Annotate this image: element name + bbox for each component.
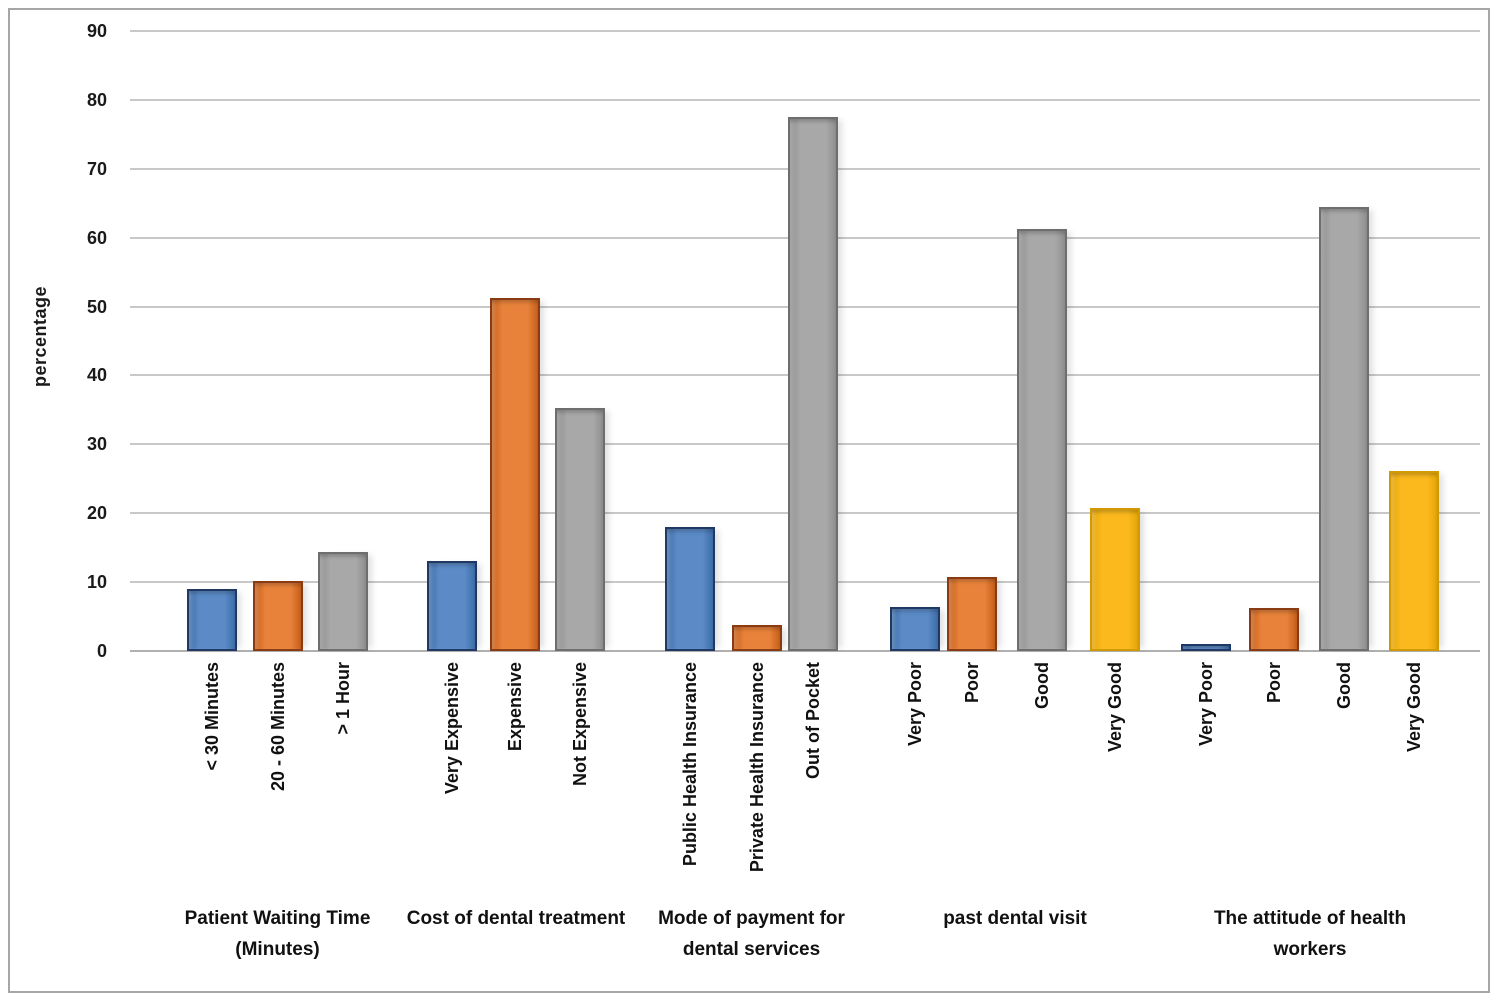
bar-good bbox=[1017, 228, 1067, 651]
y-tick-label-0: 0 bbox=[96, 641, 107, 661]
y-tick-label-20: 20 bbox=[86, 503, 107, 524]
group-label-3: Mode of payment for dental services bbox=[658, 908, 845, 961]
x-label--30-minutes: < 30 Minutes bbox=[202, 662, 222, 771]
x-label-poor: Poor bbox=[962, 662, 982, 704]
bar-very-poor bbox=[890, 606, 940, 651]
y-tick-label-30: 30 bbox=[86, 434, 107, 455]
bar-very-good bbox=[1090, 508, 1140, 651]
bar-expensive bbox=[490, 298, 540, 651]
bar--30-minutes bbox=[187, 589, 237, 651]
x-label-good: Good bbox=[1032, 662, 1052, 709]
bar-good bbox=[1319, 206, 1369, 651]
bar--1-hour bbox=[318, 552, 368, 651]
y-tick-label-90: 90 bbox=[86, 21, 107, 41]
gridline-0 bbox=[130, 650, 1480, 652]
y-tick-label-40: 40 bbox=[86, 365, 107, 386]
bar-very-poor bbox=[1181, 644, 1231, 651]
group-label-5: The attitude of health workers bbox=[1213, 908, 1407, 961]
x-label-good: Good bbox=[1334, 662, 1354, 709]
bar-poor bbox=[1249, 607, 1299, 651]
x-label-very-expensive: Very Expensive bbox=[442, 662, 462, 795]
bar-private-health-insurance bbox=[732, 624, 782, 651]
bar-public-health-insurance bbox=[665, 527, 715, 651]
group-label-2: Cost of dental treatment bbox=[406, 908, 626, 929]
x-label-very-poor: Very Poor bbox=[905, 662, 925, 747]
x-label-private-health-insurance: Private Health Insurance bbox=[747, 662, 767, 873]
group-label-4: past dental visit bbox=[943, 908, 1087, 929]
y-tick-label-10: 10 bbox=[86, 572, 107, 593]
x-label-very-poor: Very Poor bbox=[1196, 662, 1216, 747]
group-label-1: Patient Waiting Time (Minutes) bbox=[184, 908, 371, 961]
x-label-poor: Poor bbox=[1264, 662, 1284, 704]
x-label-20-60-minutes: 20 - 60 Minutes bbox=[268, 662, 288, 792]
x-label-very-good: Very Good bbox=[1105, 662, 1125, 753]
y-tick-label-70: 70 bbox=[86, 158, 107, 179]
gridline-80 bbox=[130, 98, 1480, 101]
y-tick-label-50: 50 bbox=[86, 296, 107, 317]
bar-very-good bbox=[1389, 470, 1439, 651]
x-label--1-hour: > 1 Hour bbox=[333, 662, 353, 735]
y-tick-label-80: 80 bbox=[86, 89, 107, 110]
x-label-out-of-pocket: Out of Pocket bbox=[803, 662, 823, 780]
y-tick-label-60: 60 bbox=[86, 227, 107, 248]
chart-frame bbox=[8, 8, 1490, 993]
bar-not-expensive bbox=[555, 407, 605, 651]
bar-poor bbox=[947, 576, 997, 651]
x-label-expensive: Expensive bbox=[505, 662, 525, 752]
bar-very-expensive bbox=[427, 561, 477, 651]
bar-20-60-minutes bbox=[253, 580, 303, 651]
x-label-very-good: Very Good bbox=[1404, 662, 1424, 753]
x-label-public-health-insurance: Public Health Insurance bbox=[680, 662, 700, 867]
x-label-not-expensive: Not Expensive bbox=[570, 662, 590, 787]
gridline-90 bbox=[130, 30, 1480, 32]
bar-out-of-pocket bbox=[788, 117, 838, 651]
